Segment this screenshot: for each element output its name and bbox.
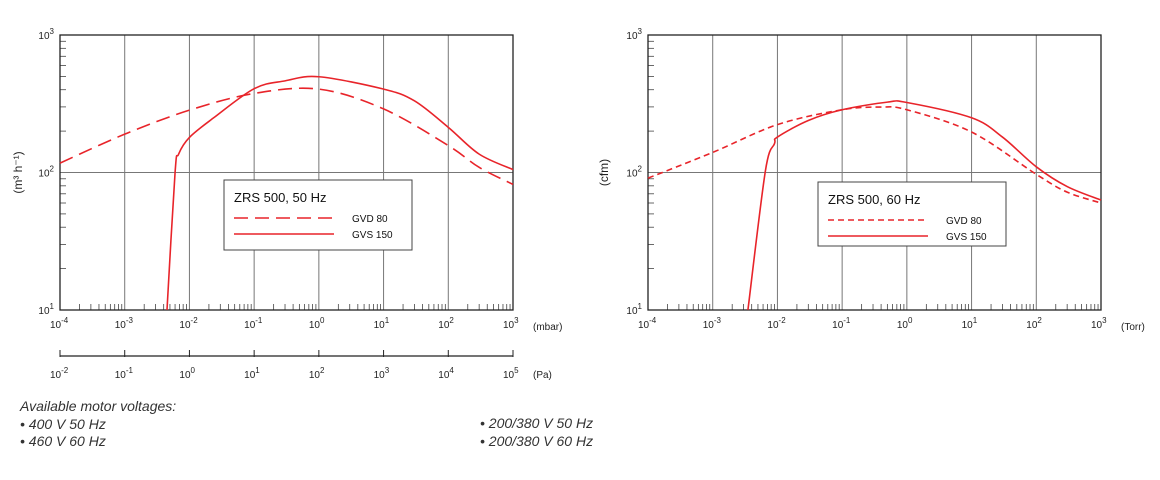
secondary-x-tick-label: 103 [374,366,390,381]
y-tick-label: 101 [626,302,642,317]
secondary-x-tick-label: 104 [438,366,454,381]
secondary-x-tick-label: 100 [179,366,195,381]
plot-frame [59,34,514,311]
x-tick-label: 102 [438,316,454,331]
notes-heading: Available motor voltages: [20,398,177,414]
voltage-item: • 460 V 60 Hz [20,433,106,449]
series-line-gvs-150 [747,100,1102,311]
motor-voltages-notes: Available motor voltages: • 400 V 50 Hz … [20,398,176,451]
x-tick-label: 103 [503,316,519,331]
x-tick-label: 100 [309,316,325,331]
x-unit-label: (mbar) [533,322,562,333]
legend-title: ZRS 500, 60 Hz [828,192,921,207]
secondary-x-tick-label: 10-2 [50,366,69,381]
voltage-item: • 200/380 V 50 Hz [480,415,594,431]
legend-label: GVD 80 [946,216,982,227]
voltage-item: • 200/380 V 60 Hz [480,432,594,449]
x-tick-label: 10-4 [50,316,69,331]
x-tick-label: 10-1 [244,316,263,331]
x-unit-label: (Torr) [1121,322,1145,333]
x-tick-label: 101 [962,316,978,331]
x-tick-label: 100 [897,316,913,331]
x-tick-label: 10-2 [767,316,786,331]
y-axis-title: (cfm) [597,159,611,186]
y-tick-label: 103 [626,27,642,42]
x-tick-label: 10-1 [832,316,851,331]
voltage-item: • 400 V 50 Hz [20,415,106,432]
legend-label: GVS 150 [946,232,987,243]
x-tick-label: 101 [374,316,390,331]
secondary-x-tick-label: 10-1 [115,366,134,381]
legend-title: ZRS 500, 50 Hz [234,190,327,205]
x-tick-label: 10-2 [179,316,198,331]
chart-panel-1: (mbar) (m³ h⁻¹) (Pa) ZRS 500, 50 Hz GVD 80 GV… [11,34,562,381]
y-tick-label: 102 [38,165,54,180]
x-tick-label: 103 [1091,316,1107,331]
legend-label: GVS 150 [352,230,393,241]
series-line-gvs-150 [166,75,514,311]
plot-frame [647,34,1102,311]
legend-label: GVD 80 [352,214,388,225]
secondary-x-tick-label: 101 [244,366,260,381]
secondary-x-unit-label: (Pa) [533,370,552,381]
motor-voltages-notes-right: • 200/380 V 50 Hz • 200/380 V 60 Hz [480,415,593,450]
secondary-x-tick-label: 102 [309,366,325,381]
series-line-gvd-80 [59,87,514,186]
y-axis-title: (m³ h⁻¹) [11,151,25,193]
x-tick-label: 10-4 [638,316,657,331]
x-tick-label: 102 [1026,316,1042,331]
y-tick-label: 101 [38,302,54,317]
y-tick-label: 103 [38,27,54,42]
x-tick-label: 10-3 [115,316,134,331]
x-tick-label: 10-3 [703,316,722,331]
chart-panel-2: (Torr) (cfm) ZRS 500, 60 Hz GVD 80 GVS 150 [597,34,1145,333]
series-line-gvd-80 [647,106,1102,204]
legend-box [223,179,413,251]
secondary-x-tick-label: 105 [503,366,519,381]
y-tick-label: 102 [626,165,642,180]
